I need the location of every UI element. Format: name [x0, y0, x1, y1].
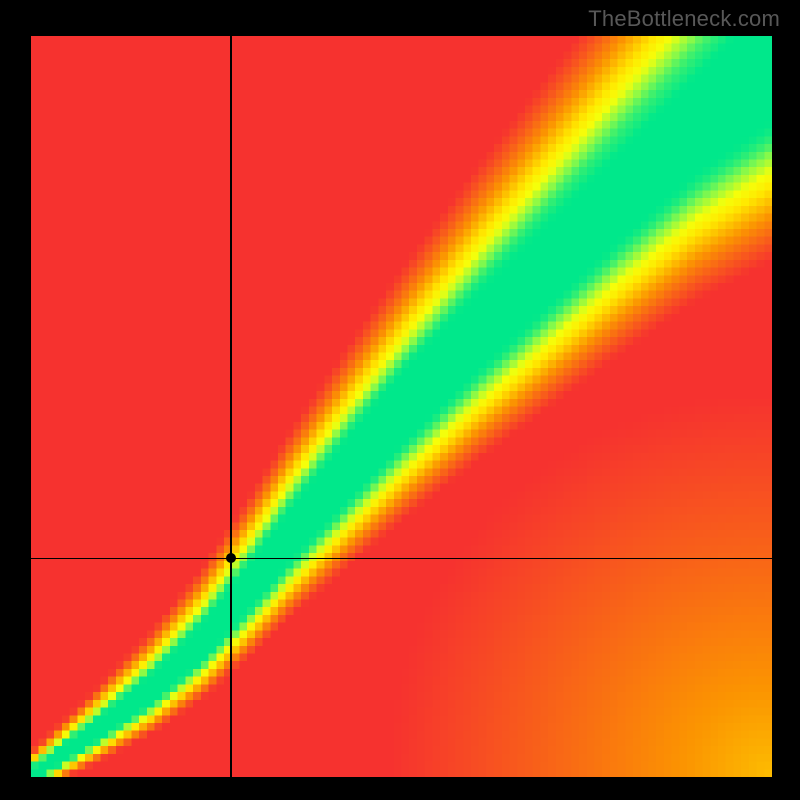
crosshair-vertical [230, 36, 231, 777]
chart-container: TheBottleneck.com [0, 0, 800, 800]
heatmap-canvas [31, 36, 772, 777]
watermark-text: TheBottleneck.com [588, 6, 780, 32]
crosshair-horizontal [31, 558, 772, 559]
